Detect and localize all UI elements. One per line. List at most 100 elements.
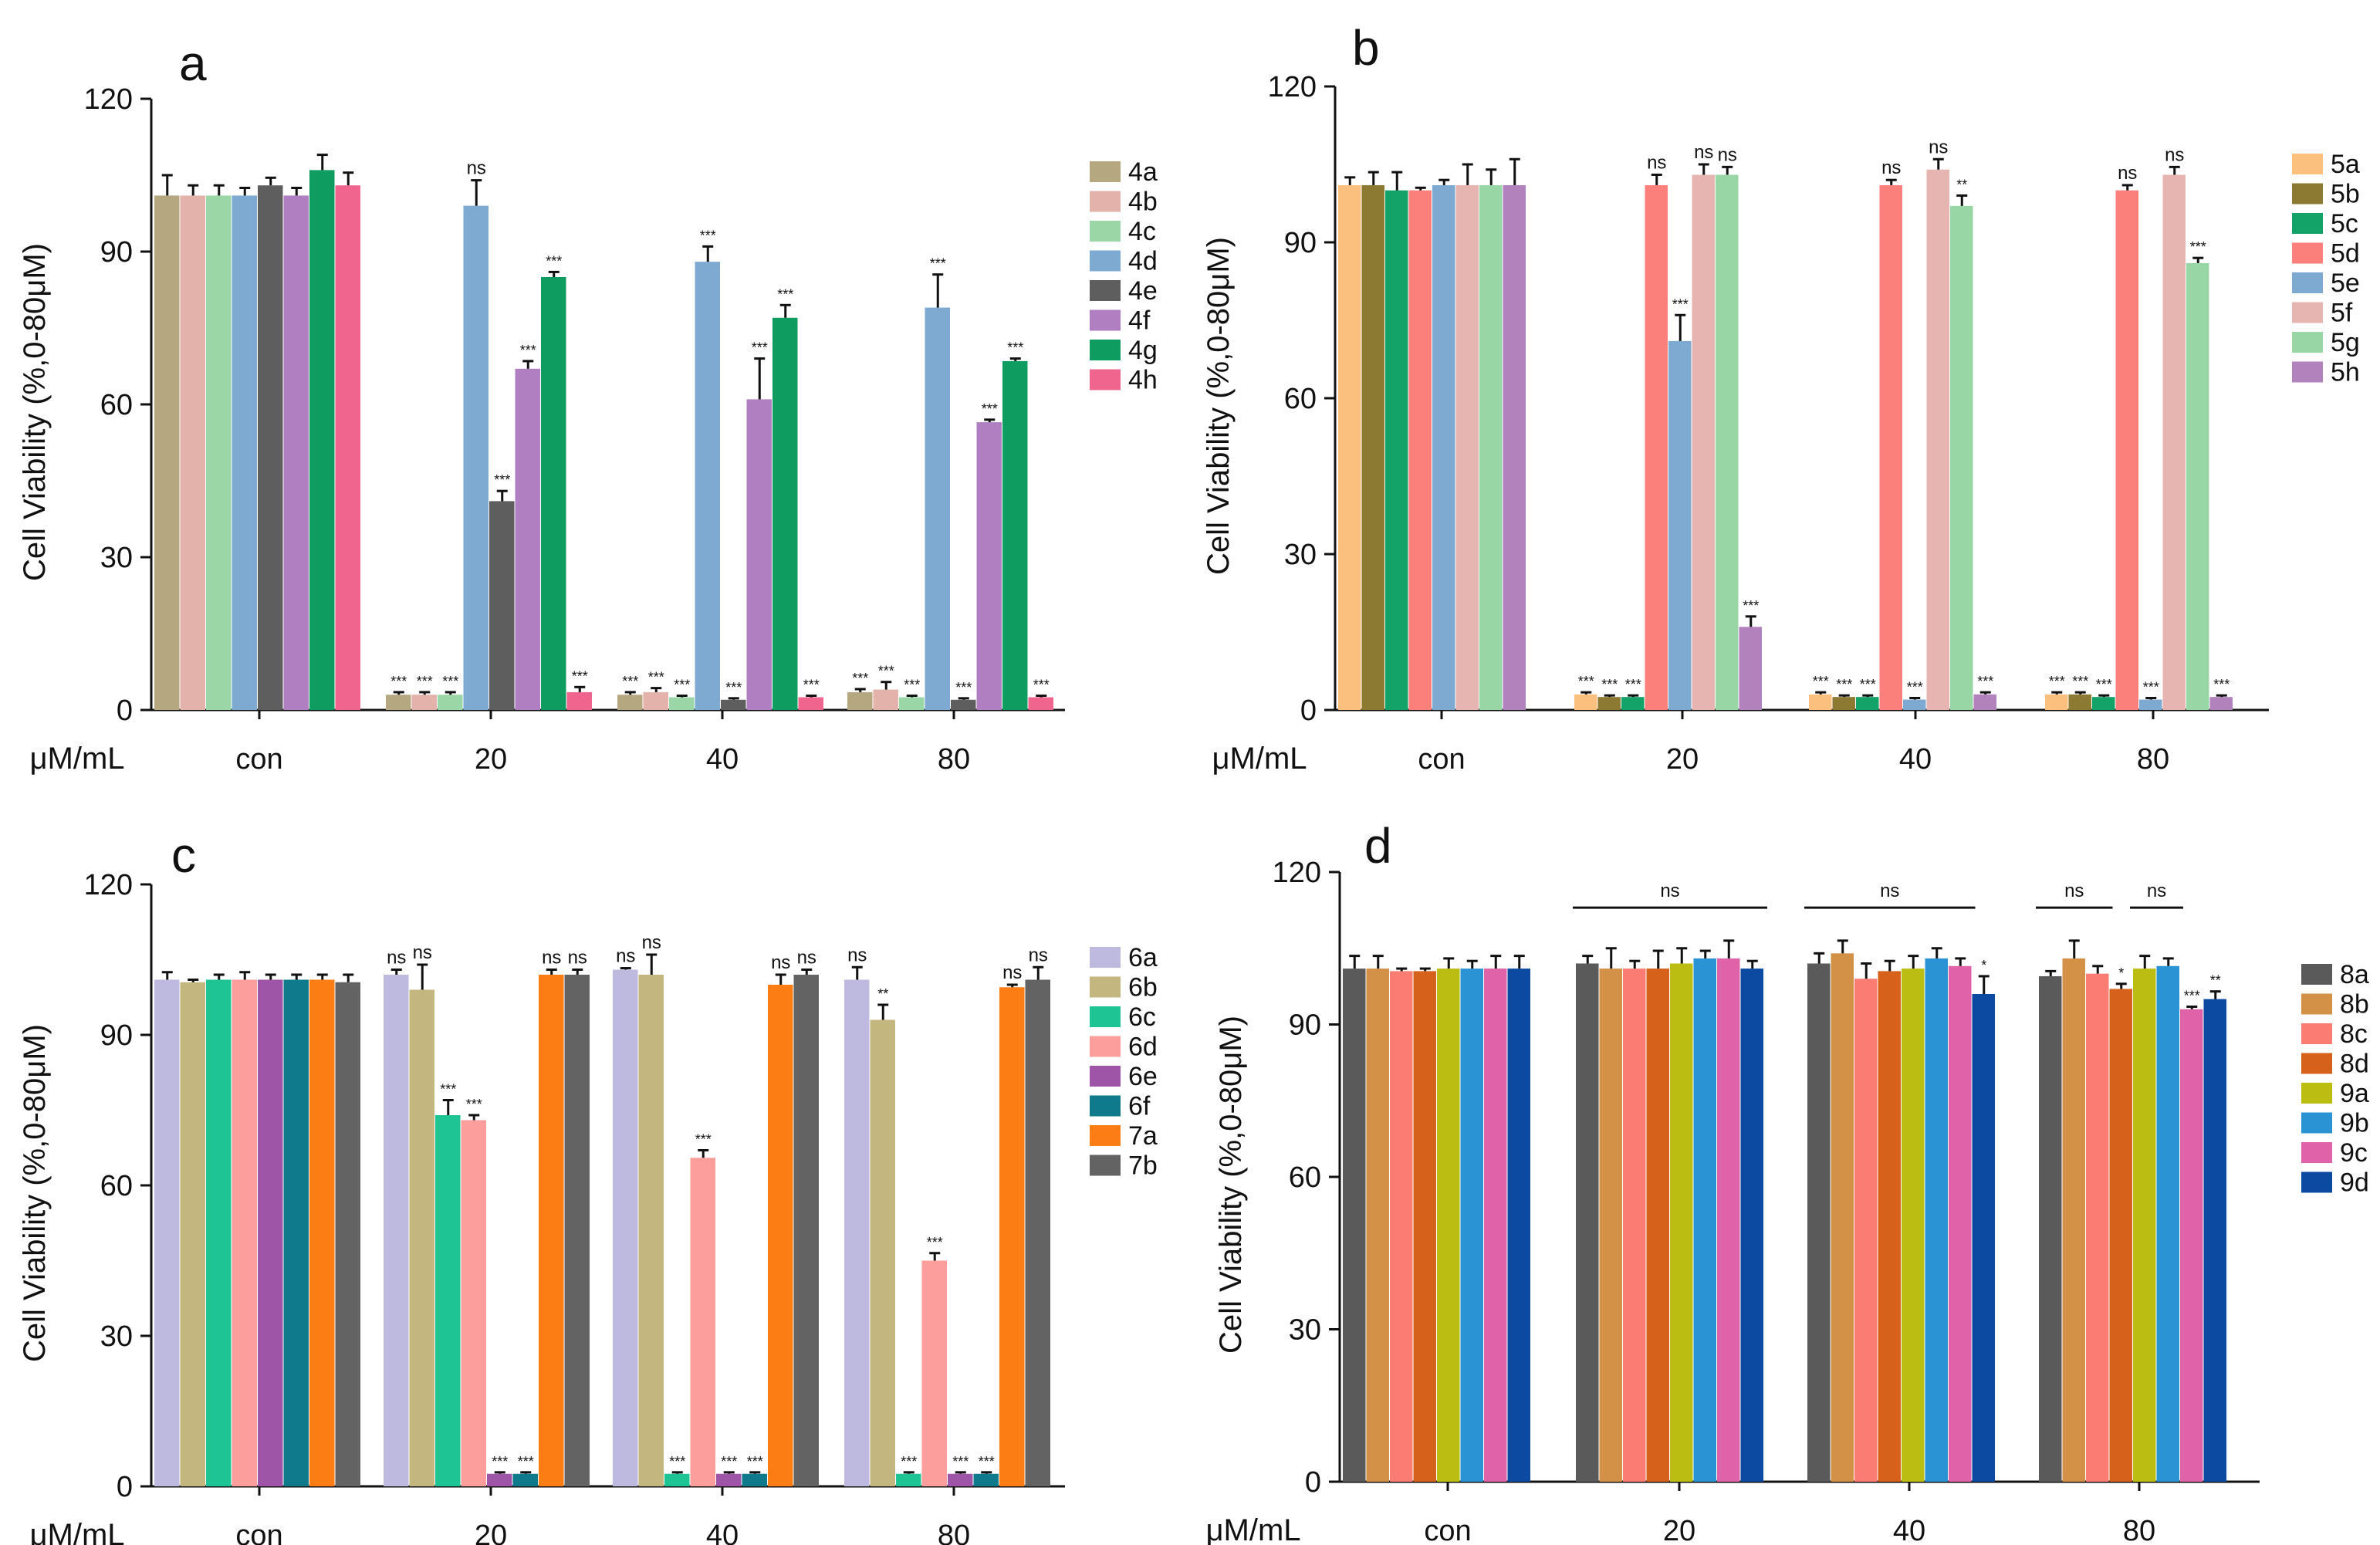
significance-label: ***	[1860, 677, 1876, 692]
bar	[1432, 184, 1455, 710]
bar	[1832, 697, 1855, 710]
significance-label: ns	[797, 948, 816, 969]
bar	[2086, 973, 2109, 1482]
bar	[664, 1473, 690, 1486]
bar	[793, 975, 819, 1486]
bar	[2062, 958, 2085, 1482]
significance-label: ***	[1578, 674, 1594, 689]
significance-label: ns	[542, 948, 561, 969]
legend-swatch	[1090, 976, 1121, 998]
legend-label: 5c	[2331, 209, 2358, 238]
legend-swatch	[1090, 250, 1121, 272]
y-axis-label: Cell Viability (%,0-80μM)	[1214, 1016, 1248, 1354]
significance-label: ***	[674, 678, 690, 693]
bar	[1645, 184, 1668, 710]
bar	[1925, 958, 1948, 1482]
chart-panel-c: c 0 30 60 90 120 Cell Viability (%,0-80μM) μM/m…	[18, 827, 1158, 1545]
significance-label: ***	[494, 472, 510, 488]
bar	[515, 368, 540, 710]
legend-label: 8b	[2340, 990, 2369, 1019]
significance-label: ***	[442, 674, 458, 689]
bar	[283, 979, 309, 1486]
legend-swatch	[2292, 332, 2323, 353]
y-tick-label: 120	[1268, 71, 1317, 103]
bar	[180, 195, 205, 710]
bar	[1854, 979, 1878, 1482]
legend-swatch	[2292, 272, 2323, 293]
bar	[1949, 965, 1972, 1482]
significance-label: ns	[1929, 137, 1948, 157]
bar	[206, 195, 232, 710]
significance-label: ns	[1881, 157, 1901, 178]
bar	[2139, 699, 2162, 710]
significance-label: ***	[1672, 296, 1689, 312]
bar	[973, 1473, 999, 1486]
bar	[613, 969, 638, 1486]
bar	[2133, 969, 2156, 1482]
bar	[1366, 969, 1389, 1482]
legend-label: 6a	[1128, 943, 1158, 972]
bar	[896, 1473, 921, 1486]
bar	[463, 205, 489, 711]
x-unit-label: μM/mL	[29, 742, 124, 776]
group-bracket-label: ns	[2064, 881, 2084, 901]
panel-letter: c	[171, 827, 196, 883]
bar	[2186, 262, 2209, 710]
legend-label: 4e	[1128, 276, 1158, 306]
legend-swatch	[1090, 947, 1121, 968]
bar	[2180, 1009, 2203, 1482]
bar	[1950, 205, 1973, 710]
legend-label: 4a	[1128, 157, 1158, 187]
legend-swatch	[1090, 1095, 1121, 1117]
significance-label: ***	[520, 343, 536, 358]
x-tick-label: 80	[938, 1520, 970, 1545]
significance-label: ***	[1836, 677, 1852, 692]
legend-swatch	[2301, 1023, 2332, 1044]
bar	[2115, 190, 2138, 710]
y-axis-label: Cell Viability (%,0-80μM)	[18, 1024, 52, 1362]
bar	[2109, 989, 2132, 1482]
y-tick-label: 120	[84, 869, 133, 901]
legend-label: 4h	[1128, 366, 1158, 395]
x-tick-label: con	[235, 743, 282, 776]
bar	[2092, 697, 2115, 710]
significance-label: ***	[930, 256, 946, 272]
bar	[695, 262, 720, 710]
bar	[335, 185, 360, 710]
bar	[438, 695, 463, 710]
bar	[1599, 969, 1622, 1482]
bar	[847, 691, 873, 710]
legend-swatch	[2292, 302, 2323, 323]
bar	[638, 975, 664, 1486]
bar	[1807, 963, 1831, 1482]
significance-label: ns	[1694, 142, 1713, 163]
bar	[1716, 174, 1739, 710]
significance-label: **	[1956, 177, 1967, 192]
x-tick-label: 20	[475, 743, 507, 776]
bar	[948, 1473, 973, 1486]
significance-label: ***	[803, 678, 820, 693]
panel-letter: d	[1364, 818, 1392, 874]
bar	[154, 979, 180, 1486]
y-tick-label: 0	[117, 695, 133, 727]
y-tick-label: 30	[100, 542, 133, 574]
legend-label: 7b	[1128, 1151, 1158, 1181]
x-tick-label: 80	[938, 743, 970, 776]
bar	[1576, 963, 1599, 1482]
legend-swatch	[2292, 361, 2323, 383]
chart-panel-b: b 0 30 60 90 120 Cell Viability (%,0-80μM) μM/m…	[1202, 20, 2360, 776]
legend-swatch	[1090, 191, 1121, 212]
legend-label: 9b	[2340, 1109, 2369, 1138]
significance-label: ns	[1647, 152, 1666, 173]
legend-swatch	[1090, 369, 1121, 390]
legend-label: 5h	[2331, 358, 2360, 387]
legend-swatch	[1090, 1155, 1121, 1176]
legend-label: 6f	[1128, 1092, 1151, 1121]
bar	[1856, 697, 1879, 710]
legend-label: 5f	[2331, 299, 2353, 328]
significance-label: ***	[927, 1235, 943, 1250]
